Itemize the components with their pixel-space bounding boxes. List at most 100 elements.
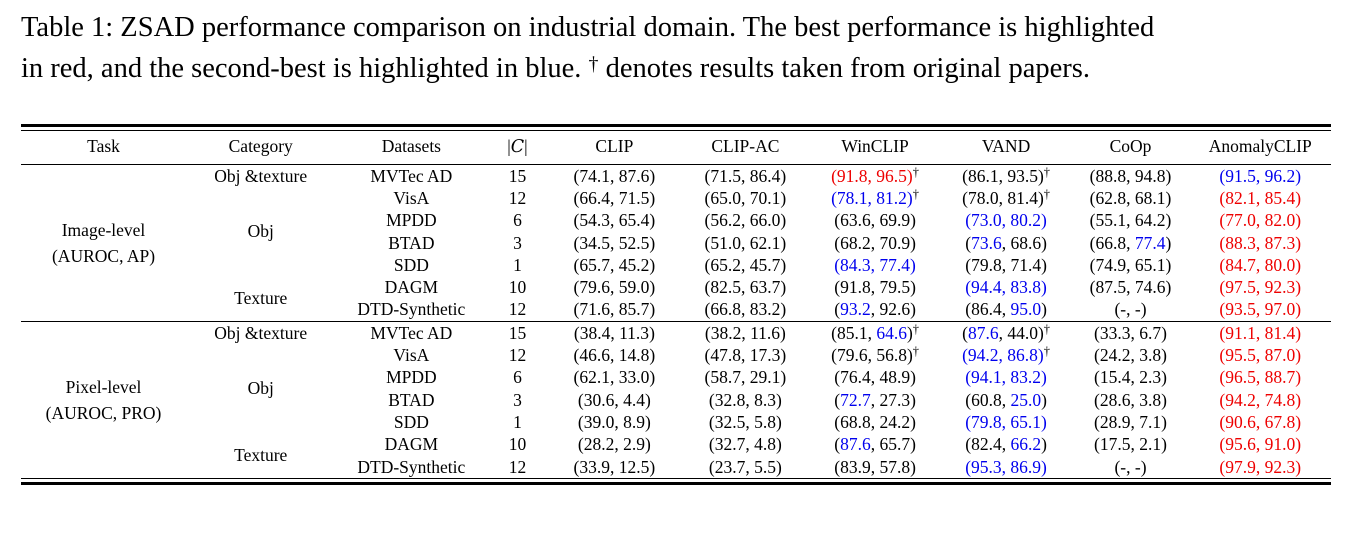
- caption-text-2: in red, and the second-best is highlight…: [21, 53, 589, 84]
- value-cell: (90.6, 67.8): [1219, 411, 1302, 432]
- class-count-cell: 10: [508, 277, 527, 298]
- value-cell: (96.5, 88.7): [1219, 367, 1302, 388]
- value-cell: (87.6, 65.7): [834, 434, 916, 455]
- value-cell: (24.2, 3.8): [1094, 345, 1167, 366]
- table-row: DTD-Synthetic 12 (33.9, 12.5) (23.7, 5.5) (8…: [21, 456, 1331, 479]
- table-body: Image-level (AUROC, AP) Obj &texture MVTec …: [21, 165, 1331, 479]
- value-cell: (83.9, 57.8): [834, 456, 916, 477]
- dagger-mark: †: [912, 344, 920, 359]
- value-cell: (91.8, 79.5): [834, 277, 916, 298]
- dagger-mark: †: [1043, 321, 1051, 336]
- value-cell: (79.8, 65.1): [965, 411, 1047, 432]
- value-cell: (71.5, 86.4): [704, 165, 787, 186]
- dataset-cell: MPDD: [386, 367, 437, 388]
- column-header-datasets: Datasets: [335, 130, 488, 165]
- task-metrics: (AUROC, PRO): [45, 403, 162, 424]
- value-cell: (87.5, 74.6): [1089, 277, 1172, 298]
- value-cell: (39.0, 8.9): [577, 411, 651, 432]
- dagger-mark: †: [912, 321, 920, 336]
- value-cell: (95.5, 87.0): [1219, 345, 1302, 366]
- value-cell: (47.8, 17.3): [704, 345, 787, 366]
- column-header-task: Task: [21, 130, 187, 165]
- table-row: Image-level (AUROC, AP) Obj &texture MVTec …: [21, 164, 1331, 266]
- value-cell: (79.6, 56.8)†: [831, 344, 920, 366]
- class-count-cell: 12: [508, 187, 527, 208]
- category-cell: Texture: [234, 288, 288, 309]
- table-container: Task Category Datasets |C| CLIP CLIP-AC WinCLI…: [21, 124, 1331, 486]
- table-row: BTAD 3 (34.5, 52.5) (51.0, 62.1) (68.2, 70.9…: [21, 232, 1331, 254]
- value-cell: (56.2, 66.0): [704, 210, 787, 231]
- value-cell: (15.4, 2.3): [1094, 367, 1167, 388]
- value-cell: (55.1, 64.2): [1089, 210, 1172, 231]
- value-cell: (74.9, 65.1): [1089, 254, 1172, 275]
- value-cell: (60.8, 25.0): [965, 389, 1047, 410]
- value-cell: (65.0, 70.1): [704, 187, 787, 208]
- category-cell: Obj &texture: [186, 321, 336, 345]
- dataset-cell: DTD-Synthetic: [357, 299, 466, 320]
- value-cell: (82.1, 85.4): [1219, 187, 1302, 208]
- dataset-cell: BTAD: [388, 389, 435, 410]
- table-row: SDD 1 (39.0, 8.9) (32.5, 5.8) (68.8, 24.2) (7…: [21, 411, 1331, 433]
- value-cell: (46.6, 14.8): [573, 345, 656, 366]
- class-count-cell: 15: [487, 321, 548, 345]
- column-header-vand: VAND: [940, 130, 1072, 165]
- value-cell: (63.6, 69.9): [834, 210, 916, 231]
- dataset-cell: SDD: [393, 411, 429, 432]
- value-cell: (77.0, 82.0): [1219, 210, 1302, 231]
- value-cell: (78.1, 81.2)†: [831, 186, 920, 208]
- dataset-cell: DAGM: [384, 277, 439, 298]
- value-cell: (94.2, 86.8)†: [962, 344, 1051, 366]
- value-cell: (85.1, 64.6)†: [809, 321, 941, 345]
- table-row: DTD-Synthetic 12 (71.6, 85.7) (66.8, 83.2) (…: [21, 299, 1331, 322]
- value-cell: (87.6, 44.0)†: [940, 321, 1072, 345]
- value-cell: (28.9, 7.1): [1094, 411, 1167, 432]
- class-count-cell: 1: [513, 411, 522, 432]
- value-cell: (93.2, 92.6): [834, 299, 916, 320]
- value-cell: (58.7, 29.1): [704, 367, 787, 388]
- dagger-mark: †: [912, 186, 920, 201]
- caption-line-2: in red, and the second-best is highlight…: [21, 46, 1331, 87]
- value-cell: (33.9, 12.5): [573, 456, 656, 477]
- value-cell: (91.1, 81.4): [1189, 321, 1331, 345]
- table-row: Obj VisA 12 (46.6, 14.8) (47.8, 17.3) (79.6, …: [21, 344, 1331, 399]
- value-cell: (95.6, 91.0): [1219, 434, 1302, 455]
- table-caption: Table 1: ZSAD performance comparison on …: [21, 10, 1331, 87]
- value-cell: (66.8, 83.2): [704, 299, 787, 320]
- column-header-clip: CLIP: [547, 130, 682, 165]
- value-cell: (33.3, 6.7): [1071, 321, 1190, 345]
- dataset-cell: DTD-Synthetic: [357, 456, 466, 477]
- category-cell: Obj &texture: [214, 165, 308, 186]
- column-header-category: Category: [186, 130, 336, 165]
- caption-line-1: Table 1: ZSAD performance comparison on …: [21, 10, 1331, 46]
- task-metrics: (AUROC, AP): [51, 246, 156, 267]
- category-cell: Obj: [247, 378, 274, 399]
- value-cell: (65.7, 45.2): [573, 254, 656, 275]
- task-name: Image-level: [61, 220, 146, 241]
- value-cell: (32.7, 4.8): [708, 434, 782, 455]
- value-cell: (66.4, 71.5): [573, 187, 656, 208]
- value-cell: (86.4, 95.0): [965, 299, 1047, 320]
- value-cell: (86.1, 93.5)†: [962, 164, 1051, 186]
- dataset-cell: SDD: [393, 254, 429, 275]
- dagger-mark: †: [1043, 164, 1051, 179]
- value-cell: (94.4, 83.8): [965, 277, 1047, 298]
- table-row: SDD 1 (65.7, 45.2) (65.2, 45.7) (84.3, 77.4)…: [21, 254, 1331, 276]
- results-table: Task Category Datasets |C| CLIP CLIP-AC WinCLI…: [21, 130, 1331, 480]
- value-cell: (84.3, 77.4): [834, 254, 916, 275]
- table-row: MPDD 6 (62.1, 33.0) (58.7, 29.1) (76.4, 48.9…: [21, 367, 1331, 389]
- value-cell: (68.2, 70.9): [834, 232, 916, 253]
- value-cell: (-, -): [1114, 299, 1147, 320]
- value-cell: (32.5, 5.8): [708, 411, 782, 432]
- dataset-cell: MVTec AD: [335, 321, 488, 345]
- table-row: Texture DAGM 10 (79.6, 59.0) (82.5, 63.7) (91…: [21, 276, 1331, 308]
- dataset-cell: MVTec AD: [370, 165, 453, 186]
- value-cell: (73.0, 80.2): [965, 210, 1047, 231]
- class-count-cell: 3: [513, 389, 522, 410]
- value-cell: (95.3, 86.9): [965, 456, 1047, 477]
- class-count-cell: 12: [508, 299, 527, 320]
- value-cell: (17.5, 2.1): [1094, 434, 1167, 455]
- class-count-cell: 6: [513, 210, 522, 231]
- value-cell: (94.1, 83.2): [965, 367, 1047, 388]
- value-cell: (94.2, 74.8): [1219, 389, 1302, 410]
- value-cell: (82.4, 66.2): [965, 434, 1047, 455]
